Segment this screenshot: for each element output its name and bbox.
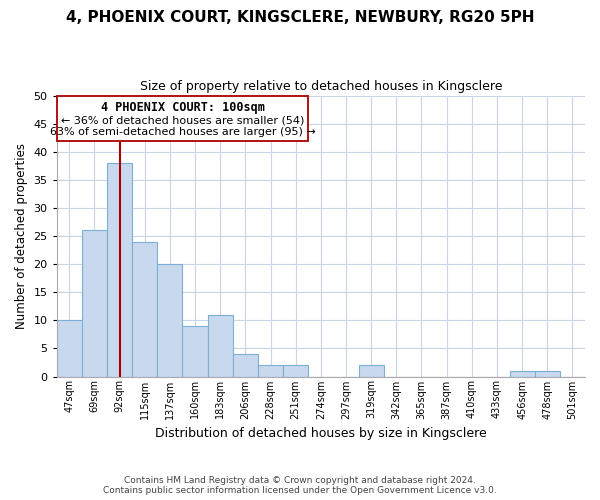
Bar xyxy=(283,366,308,376)
Bar xyxy=(132,242,157,376)
X-axis label: Distribution of detached houses by size in Kingsclere: Distribution of detached houses by size … xyxy=(155,427,487,440)
Bar xyxy=(182,326,208,376)
Bar xyxy=(107,163,132,376)
Text: 4 PHOENIX COURT: 100sqm: 4 PHOENIX COURT: 100sqm xyxy=(101,102,265,114)
Y-axis label: Number of detached properties: Number of detached properties xyxy=(15,143,28,329)
Bar xyxy=(258,366,283,376)
Bar xyxy=(208,314,233,376)
Bar xyxy=(57,320,82,376)
Bar xyxy=(82,230,107,376)
Bar xyxy=(509,371,535,376)
Bar xyxy=(535,371,560,376)
Title: Size of property relative to detached houses in Kingsclere: Size of property relative to detached ho… xyxy=(140,80,502,93)
Text: 63% of semi-detached houses are larger (95) →: 63% of semi-detached houses are larger (… xyxy=(50,127,316,137)
Bar xyxy=(157,264,182,376)
Bar xyxy=(233,354,258,376)
Text: Contains HM Land Registry data © Crown copyright and database right 2024.
Contai: Contains HM Land Registry data © Crown c… xyxy=(103,476,497,495)
Bar xyxy=(359,366,384,376)
FancyBboxPatch shape xyxy=(57,96,308,140)
Text: ← 36% of detached houses are smaller (54): ← 36% of detached houses are smaller (54… xyxy=(61,116,304,126)
Text: 4, PHOENIX COURT, KINGSCLERE, NEWBURY, RG20 5PH: 4, PHOENIX COURT, KINGSCLERE, NEWBURY, R… xyxy=(66,10,534,25)
